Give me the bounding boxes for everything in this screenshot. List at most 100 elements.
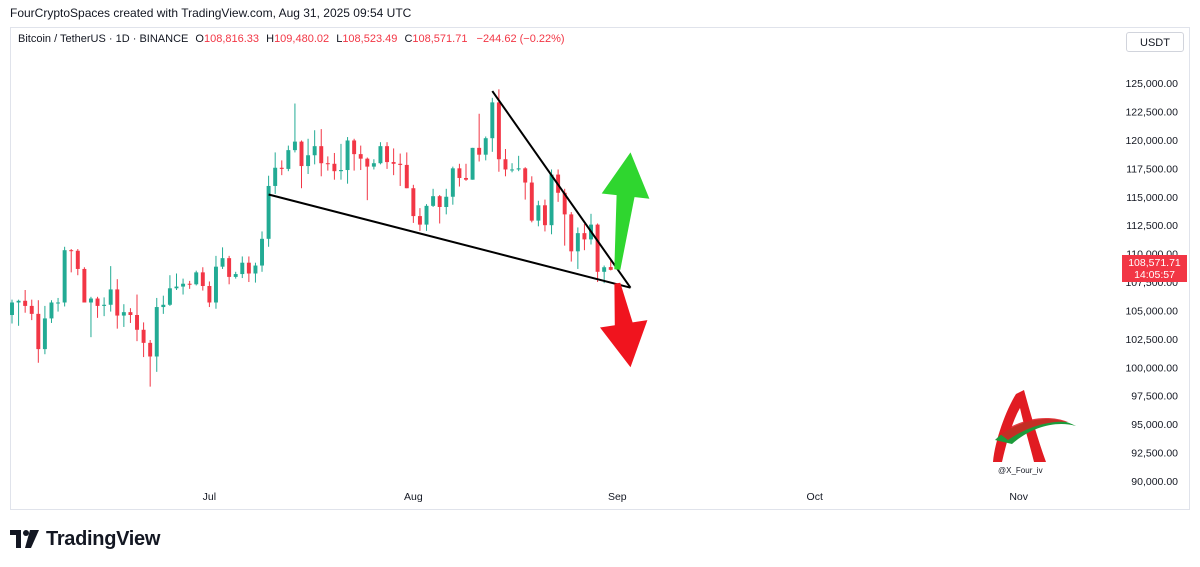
candle[interactable] [582,224,587,251]
candle-body [319,146,324,164]
candle[interactable] [391,148,396,176]
candle[interactable] [253,262,258,283]
wedge-upper-trendline[interactable] [491,90,632,289]
candle[interactable] [161,295,166,314]
candle[interactable] [378,142,383,165]
candle[interactable] [75,249,80,276]
candle[interactable] [299,140,304,189]
candle[interactable] [286,145,291,172]
candle[interactable] [549,169,554,235]
symbol-label[interactable]: Bitcoin / TetherUS · 1D · BINANCE [18,33,189,45]
candle[interactable] [29,299,34,321]
candle[interactable] [82,267,87,303]
candle[interactable] [42,305,47,355]
candle[interactable] [529,176,534,223]
candle-body [181,283,186,287]
candle[interactable] [496,89,501,172]
candle[interactable] [516,155,521,172]
candle[interactable] [595,223,600,283]
candle[interactable] [121,304,126,327]
candle[interactable] [398,153,403,186]
candle[interactable] [167,275,172,306]
candle[interactable] [371,159,376,170]
candle[interactable] [135,294,139,342]
candle[interactable] [69,249,74,273]
candle[interactable] [246,256,251,283]
candle[interactable] [437,195,442,224]
author-handle: @X_Four_iv [998,466,1043,475]
candle[interactable] [450,166,455,205]
candle[interactable] [220,247,225,269]
wedge-lower-trendline[interactable] [268,193,631,289]
candle[interactable] [213,255,218,309]
candle[interactable] [148,340,153,387]
candle[interactable] [200,267,205,291]
candle[interactable] [62,246,67,307]
candle[interactable] [411,184,416,223]
candle[interactable] [95,296,100,318]
candle[interactable] [102,297,107,317]
candle[interactable] [431,188,436,207]
candle[interactable] [266,175,271,247]
candle-body [82,268,87,303]
candle[interactable] [470,147,475,180]
candle[interactable] [523,167,528,200]
candle[interactable] [154,297,159,372]
candle[interactable] [575,227,580,269]
candle[interactable] [233,271,238,279]
candle[interactable] [115,279,120,329]
candle[interactable] [174,273,179,290]
candle[interactable] [128,308,133,323]
tradingview-logo[interactable]: TradingView [10,527,160,551]
candle[interactable] [108,266,113,312]
candle[interactable] [404,152,409,189]
candle[interactable] [542,199,547,232]
candle[interactable] [319,129,324,177]
candle[interactable] [332,152,337,180]
candle[interactable] [207,281,212,308]
candle[interactable] [181,278,186,295]
candle[interactable] [444,188,449,215]
candle[interactable] [36,300,41,363]
candle[interactable] [23,289,28,313]
candle[interactable] [385,142,390,169]
candle[interactable] [464,163,468,181]
candle[interactable] [477,113,482,162]
candle[interactable] [457,163,462,187]
candle[interactable] [56,297,61,312]
candle[interactable] [16,299,21,326]
candle[interactable] [536,200,541,227]
candle[interactable] [345,137,350,184]
candle[interactable] [503,149,508,177]
candle[interactable] [424,204,429,231]
candle[interactable] [358,145,363,171]
candle[interactable] [260,231,264,272]
candle[interactable] [312,130,317,165]
bearish-breakdown-arrow[interactable] [600,282,648,368]
candle[interactable] [417,208,422,231]
bullish-breakout-arrow[interactable] [601,152,650,270]
candle[interactable] [339,143,343,180]
candle[interactable] [569,212,574,262]
candle[interactable] [325,156,330,171]
candle[interactable] [483,136,488,161]
candle[interactable] [10,299,14,324]
candle[interactable] [240,256,245,279]
candle[interactable] [306,138,311,175]
candle[interactable] [141,322,146,358]
candle[interactable] [227,255,232,285]
candle[interactable] [279,160,284,176]
candle[interactable] [194,270,199,286]
candle[interactable] [88,296,93,338]
candle[interactable] [352,138,357,171]
candle[interactable] [49,300,54,323]
candle[interactable] [510,163,515,173]
candle[interactable] [273,152,278,194]
candle[interactable] [187,280,192,289]
currency-button[interactable]: USDT [1126,32,1184,52]
candle[interactable] [292,103,297,153]
candle[interactable] [490,97,495,152]
candle[interactable] [365,157,370,201]
candle[interactable] [562,188,567,246]
